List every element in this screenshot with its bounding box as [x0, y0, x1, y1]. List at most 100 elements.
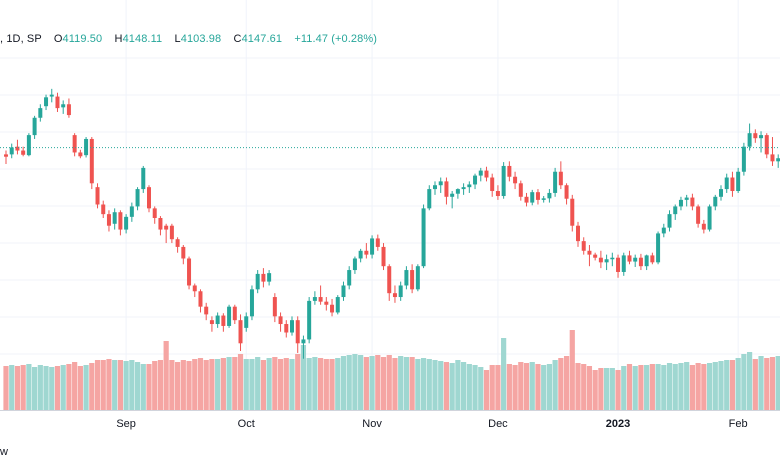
candle-body: [455, 189, 460, 194]
volume-bar: [312, 357, 318, 410]
open-value: 4119.50: [62, 33, 103, 45]
candle-body: [244, 316, 249, 328]
exchange-label: SP: [26, 33, 42, 45]
candle-body: [627, 255, 632, 262]
candle-body: [249, 289, 254, 317]
volume-bar: [420, 358, 427, 410]
candle-body: [621, 255, 626, 272]
candle-body: [198, 291, 203, 307]
candle-body: [21, 150, 26, 155]
candle-body: [9, 147, 14, 155]
candle-body: [598, 257, 603, 263]
volume-bar: [32, 367, 38, 410]
volume-bar: [706, 363, 713, 410]
candle-body: [89, 138, 94, 184]
candle-body: [518, 183, 523, 197]
volume-bar: [403, 357, 409, 410]
candle-body: [638, 257, 643, 267]
volume-bar: [661, 365, 667, 410]
candle-body: [564, 185, 569, 199]
volume-bar: [626, 364, 633, 410]
volume-bar: [523, 363, 530, 410]
volume-bar: [409, 357, 415, 410]
volume-bar: [300, 345, 307, 410]
candle-body: [684, 197, 689, 200]
volume-bar: [352, 354, 358, 410]
candle-body: [204, 306, 209, 315]
volume-bar: [535, 364, 541, 410]
x-tick-label: 2023: [606, 418, 630, 430]
volume-bar: [277, 359, 284, 410]
candle-body: [341, 285, 346, 298]
candle-body: [438, 181, 443, 186]
volume-bar: [237, 354, 244, 410]
gridlines: [0, 0, 780, 408]
volume-bar: [598, 368, 604, 410]
volume-bar: [541, 365, 547, 410]
candle-body: [295, 320, 300, 344]
volume-bar: [718, 361, 724, 410]
volume-bar: [295, 354, 301, 410]
volume-bar: [455, 360, 461, 410]
candle-body: [461, 187, 466, 190]
candle-body: [181, 246, 186, 259]
volume-bar: [375, 355, 381, 410]
volume-bar: [66, 364, 72, 410]
candle-body: [284, 324, 289, 333]
volume-bar: [529, 362, 535, 410]
candle-body: [421, 208, 426, 267]
candles: [4, 88, 780, 359]
low-label: L: [174, 33, 181, 45]
volume-bar: [449, 363, 455, 410]
interval-label[interactable]: 1D: [6, 33, 21, 45]
candle-body: [570, 198, 575, 226]
open-label: O: [53, 33, 63, 45]
candle-body: [467, 184, 472, 188]
candle-body: [324, 301, 329, 305]
volume-bar: [415, 359, 421, 410]
volume-bar: [249, 359, 255, 410]
volume-bar: [72, 362, 78, 410]
volume-bar: [323, 359, 329, 410]
volume-bar: [615, 370, 621, 410]
volume-bar: [266, 358, 272, 410]
volume-bar: [14, 366, 21, 410]
candle-body: [124, 216, 129, 230]
volume-bar: [695, 363, 701, 410]
volume-bar: [186, 361, 192, 410]
candle-body: [261, 273, 266, 282]
volume-bar: [9, 365, 15, 410]
volume-bar: [764, 358, 770, 410]
candle-body: [501, 165, 506, 197]
volume-bar: [49, 367, 55, 410]
volume-bar: [260, 360, 266, 410]
candle-body: [495, 191, 500, 197]
candle-body: [38, 108, 43, 118]
volume-bar: [255, 357, 261, 410]
candle-body: [187, 258, 192, 286]
candle-body: [4, 154, 8, 157]
volume-bar: [306, 358, 312, 410]
volume-bar: [575, 363, 581, 410]
volume-bar: [163, 341, 169, 410]
candle-body: [593, 254, 598, 258]
volume-bar: [678, 363, 684, 410]
candle-body: [558, 171, 563, 186]
volume-bar: [586, 366, 593, 410]
volume-bar: [232, 357, 238, 410]
candle-body: [106, 214, 111, 226]
candle-body: [141, 167, 146, 190]
candle-body: [44, 97, 49, 107]
candle-body: [147, 187, 151, 209]
x-tick-label: Nov: [362, 418, 382, 430]
candle-body: [26, 135, 31, 156]
volume-bars: [3, 330, 780, 410]
candle-body: [301, 339, 306, 344]
candle-body: [616, 257, 621, 272]
volume-bar: [563, 356, 570, 410]
volume-bar: [483, 370, 490, 410]
candle-body: [278, 316, 283, 325]
close-label: C: [233, 33, 242, 45]
candle-body: [290, 320, 294, 333]
